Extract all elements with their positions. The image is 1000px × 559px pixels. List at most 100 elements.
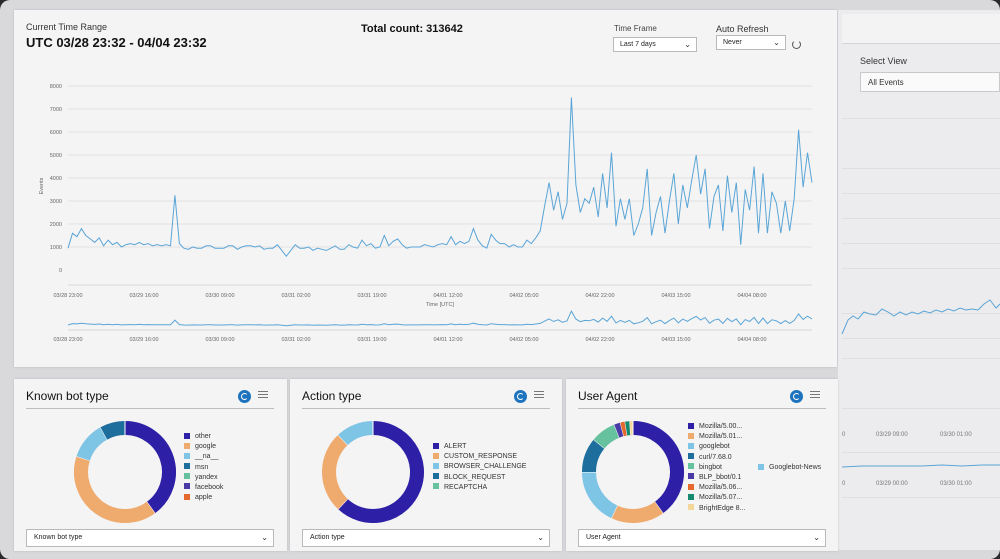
legend-label: Mozilla/5.01... xyxy=(699,433,743,441)
refresh-icon[interactable] xyxy=(514,390,527,403)
x-tick-label: 03/31 02:00 xyxy=(281,293,310,299)
legend-swatch xyxy=(433,473,439,480)
legend-item[interactable]: __na__ xyxy=(184,452,223,462)
legend-item[interactable]: RECAPTCHA xyxy=(433,483,526,493)
legend-swatch xyxy=(688,483,694,490)
legend-label: curl/7.68.0 xyxy=(699,453,732,461)
legend-item[interactable]: apple xyxy=(184,493,223,503)
legend-swatch xyxy=(688,422,694,429)
bg-tick-label: 0 xyxy=(842,432,846,438)
legend-item[interactable]: Mozilla/5.00... xyxy=(688,422,745,432)
events-chart-card: Current Time Range UTC 03/28 23:32 - 04/… xyxy=(14,10,837,367)
legend-item[interactable]: facebook xyxy=(184,483,223,493)
y-tick-label: 0 xyxy=(59,268,62,274)
x-tick-label: 03/31 19:00 xyxy=(357,293,386,299)
legend-item[interactable]: BrightEdge 8... xyxy=(688,504,745,514)
legend-item[interactable]: yandex xyxy=(184,473,223,483)
bg-gridline xyxy=(842,218,1000,219)
background-mini-line xyxy=(842,464,1000,468)
legend-item[interactable]: curl/7.68.0 xyxy=(688,453,745,463)
user-agent-card: User Agent Mozilla/5.00... Mozilla/5.01..… xyxy=(566,379,838,551)
legend-item[interactable]: Mozilla/5.01... xyxy=(688,432,745,442)
bg-gridline xyxy=(842,118,1000,119)
bg-gridline xyxy=(842,452,1000,453)
time-frame-value: Last 7 days xyxy=(620,41,656,48)
bg-tick-label: 03/30 01:00 xyxy=(940,481,972,487)
legend-item[interactable]: msn xyxy=(184,463,223,473)
donut-slice xyxy=(611,501,663,523)
donut-slice xyxy=(582,439,605,473)
legend-swatch xyxy=(184,483,190,490)
slice-separator xyxy=(624,421,628,436)
current-time-range-label: Current Time Range xyxy=(26,22,108,32)
legend-swatch xyxy=(688,473,694,480)
select-view-dropdown[interactable]: All Events xyxy=(860,72,1000,92)
navigator-tick-label: 04/04 08:00 xyxy=(737,337,766,343)
legend-item[interactable]: Mozilla/5.06... xyxy=(688,483,745,493)
legend-label: RECAPTCHA xyxy=(444,483,488,491)
bg-gridline xyxy=(842,243,1000,244)
action-type-select[interactable]: Action type ⌄ xyxy=(302,529,550,547)
menu-icon[interactable] xyxy=(258,391,268,401)
legend-label: apple xyxy=(195,494,213,502)
card-divider xyxy=(26,408,274,409)
refresh-icon[interactable] xyxy=(238,390,251,403)
legend-item[interactable]: CUSTOM_RESPONSE xyxy=(433,452,526,462)
legend-item[interactable]: BROWSER_CHALLENGE xyxy=(433,462,526,472)
y-tick-label: 2000 xyxy=(50,222,62,228)
legend-item[interactable]: googlebot xyxy=(688,442,745,452)
current-time-range-value: UTC 03/28 23:32 - 04/04 23:32 xyxy=(26,35,207,50)
menu-icon[interactable] xyxy=(810,391,820,401)
menu-icon[interactable] xyxy=(534,391,544,401)
legend-item[interactable]: other xyxy=(184,432,223,442)
donut-slice xyxy=(582,471,618,519)
chevron-down-icon: ⌄ xyxy=(813,533,820,542)
legend-swatch xyxy=(688,453,694,460)
legend-item[interactable]: bingbot xyxy=(688,463,745,473)
donut-slice xyxy=(124,421,176,514)
auto-refresh-label: Auto Refresh xyxy=(716,24,769,34)
bg-gridline xyxy=(842,313,1000,314)
legend-swatch xyxy=(433,442,439,449)
legend-label: yandex xyxy=(195,473,218,481)
slice-separator xyxy=(654,501,664,514)
legend-item[interactable]: BLOCK_REQUEST xyxy=(433,473,526,483)
donut-slice xyxy=(100,421,126,440)
bg-gridline xyxy=(842,168,1000,169)
navigator-tick-label: 03/30 09:00 xyxy=(205,337,234,343)
action-type-donut xyxy=(322,421,424,523)
donut-slice xyxy=(593,424,620,449)
bg-gridline xyxy=(842,497,1000,498)
legend-label: BLOCK_REQUEST xyxy=(444,473,506,481)
bg-tick-label: 03/29 09:00 xyxy=(876,432,908,438)
time-frame-select[interactable]: Last 7 days ⌄ xyxy=(613,37,697,52)
action-type-legend: ALERT CUSTOM_RESPONSE BROWSER_CHALLENGE BLO… xyxy=(433,442,526,493)
legend-swatch xyxy=(688,432,694,439)
legend-item[interactable]: ALERT xyxy=(433,442,526,452)
refresh-icon[interactable] xyxy=(792,40,801,49)
navigator-series xyxy=(67,309,813,327)
time-frame-label: Time Frame xyxy=(614,24,657,33)
x-tick-label: 03/28 23:00 xyxy=(53,293,82,299)
background-mini-series xyxy=(842,464,1000,468)
background-panel xyxy=(838,10,1000,550)
card-divider xyxy=(302,408,550,409)
navigator-tick-label: 03/28 23:00 xyxy=(53,337,82,343)
chevron-down-icon: ⌄ xyxy=(773,38,780,47)
legend-item[interactable]: google xyxy=(184,442,223,452)
user-agent-select[interactable]: User Agent ⌄ xyxy=(578,529,826,547)
user-agent-donut xyxy=(582,421,684,523)
known-bot-type-select[interactable]: Known bot type ⌄ xyxy=(26,529,274,547)
legend-swatch xyxy=(433,462,439,469)
legend-label: BLP_bbot/0.1 xyxy=(699,473,742,481)
legend-swatch xyxy=(688,442,694,449)
auto-refresh-select[interactable]: Never ⌄ xyxy=(716,35,786,50)
legend-swatch xyxy=(433,452,439,459)
legend-item[interactable]: Mozilla/5.07... xyxy=(688,493,745,503)
navigator-tick-label: 03/31 19:00 xyxy=(357,337,386,343)
legend-swatch xyxy=(184,432,190,439)
legend-swatch xyxy=(758,463,764,470)
refresh-icon[interactable] xyxy=(790,390,803,403)
legend-item[interactable]: BLP_bbot/0.1 xyxy=(688,473,745,483)
